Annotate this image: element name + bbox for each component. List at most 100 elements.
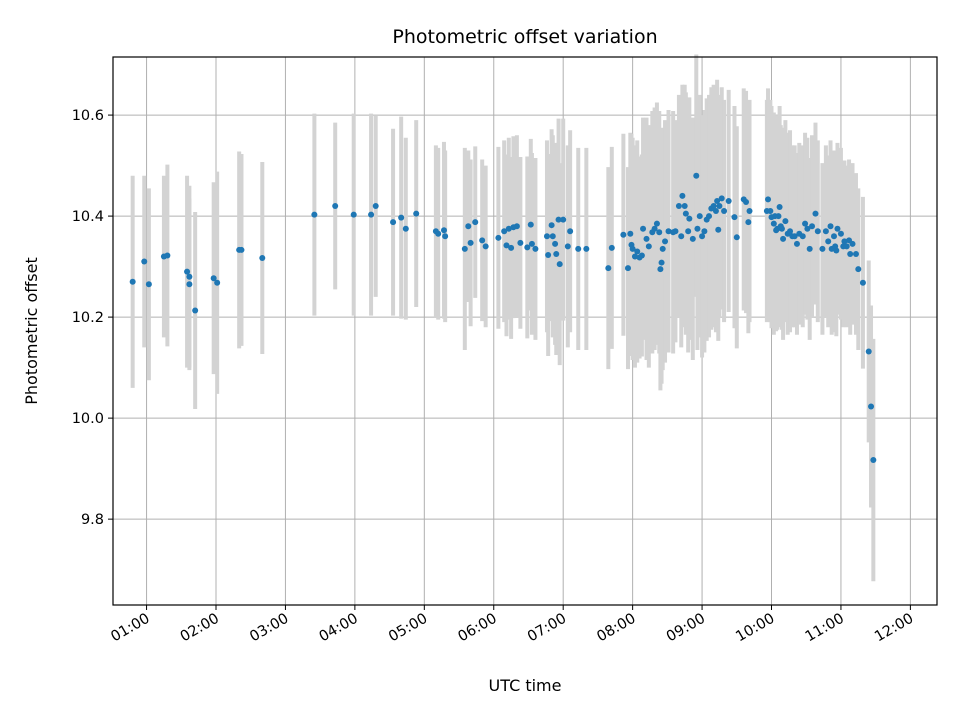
data-point xyxy=(631,253,638,260)
data-point xyxy=(311,211,318,218)
data-point xyxy=(238,246,245,253)
data-point xyxy=(837,230,844,237)
data-point xyxy=(413,210,420,217)
data-point xyxy=(651,225,658,232)
data-point xyxy=(831,233,837,240)
data-point xyxy=(645,243,652,250)
data-point xyxy=(390,219,397,226)
data-point xyxy=(372,202,379,209)
chart-title: Photometric offset variation xyxy=(392,26,657,48)
data-point xyxy=(662,238,669,245)
data-point xyxy=(259,255,266,262)
data-point xyxy=(528,240,535,247)
data-point xyxy=(819,245,826,252)
data-point xyxy=(712,208,719,215)
data-point xyxy=(435,230,442,237)
data-point xyxy=(685,228,692,235)
data-point xyxy=(141,258,148,265)
data-point xyxy=(658,259,665,266)
data-point xyxy=(693,172,700,179)
data-point xyxy=(809,223,816,230)
data-point xyxy=(625,265,631,272)
data-point xyxy=(682,210,689,217)
data-point xyxy=(696,213,703,220)
data-point xyxy=(657,266,664,273)
data-point xyxy=(186,281,193,288)
data-point xyxy=(186,273,193,280)
data-point xyxy=(398,214,405,221)
data-point xyxy=(503,242,510,249)
y-tick-label: 9.8 xyxy=(81,512,104,528)
data-point xyxy=(527,221,534,228)
data-point xyxy=(806,245,813,252)
data-point xyxy=(653,220,660,227)
data-point xyxy=(638,252,645,259)
data-point xyxy=(706,213,713,220)
data-point xyxy=(634,248,641,255)
data-point xyxy=(721,208,728,215)
data-point xyxy=(699,233,706,240)
data-point xyxy=(778,225,785,232)
data-point xyxy=(681,202,688,209)
data-point xyxy=(822,228,829,235)
data-point xyxy=(543,233,550,240)
data-point xyxy=(678,233,685,240)
y-tick-label: 10.6 xyxy=(72,108,104,124)
data-point xyxy=(701,228,708,235)
data-point xyxy=(859,279,866,286)
data-point xyxy=(689,235,696,242)
data-point xyxy=(847,250,854,257)
data-point xyxy=(560,216,567,223)
data-point xyxy=(787,228,794,235)
data-point xyxy=(495,234,502,241)
axes-frame xyxy=(112,56,938,606)
data-point xyxy=(833,247,840,254)
data-point xyxy=(368,211,375,218)
data-point xyxy=(549,233,556,240)
data-point xyxy=(686,215,693,222)
data-point xyxy=(659,245,666,252)
data-point xyxy=(465,223,472,230)
data-point xyxy=(814,228,821,235)
data-point xyxy=(440,227,447,234)
data-point xyxy=(553,250,560,257)
data-point xyxy=(855,266,862,273)
data-point xyxy=(679,192,686,199)
data-point xyxy=(782,218,789,225)
data-point xyxy=(799,233,806,240)
data-point xyxy=(718,195,725,202)
data-point xyxy=(825,238,832,245)
data-point xyxy=(731,214,738,221)
data-point xyxy=(865,348,872,355)
y-axis-label: Photometric offset xyxy=(22,257,41,405)
data-point xyxy=(564,243,571,250)
data-point xyxy=(583,245,590,252)
data-point xyxy=(210,275,217,282)
data-point xyxy=(545,251,552,258)
data-point xyxy=(517,239,524,246)
data-point xyxy=(640,225,647,232)
data-point xyxy=(804,225,811,232)
data-point xyxy=(532,245,539,252)
data-point xyxy=(675,202,682,209)
data-point xyxy=(214,279,221,286)
data-point xyxy=(656,229,663,236)
data-point xyxy=(472,219,479,226)
data-point xyxy=(870,457,877,464)
data-point xyxy=(665,228,672,235)
data-point xyxy=(505,225,512,232)
data-point xyxy=(442,233,449,240)
data-point xyxy=(694,225,701,232)
data-point xyxy=(643,235,650,242)
data-point xyxy=(743,198,750,205)
data-point xyxy=(780,235,787,242)
data-point xyxy=(715,226,722,233)
data-point xyxy=(733,234,740,241)
data-point xyxy=(184,268,191,275)
data-point xyxy=(575,245,582,252)
data-point xyxy=(775,213,782,220)
data-point xyxy=(834,225,841,232)
data-point xyxy=(501,228,508,235)
